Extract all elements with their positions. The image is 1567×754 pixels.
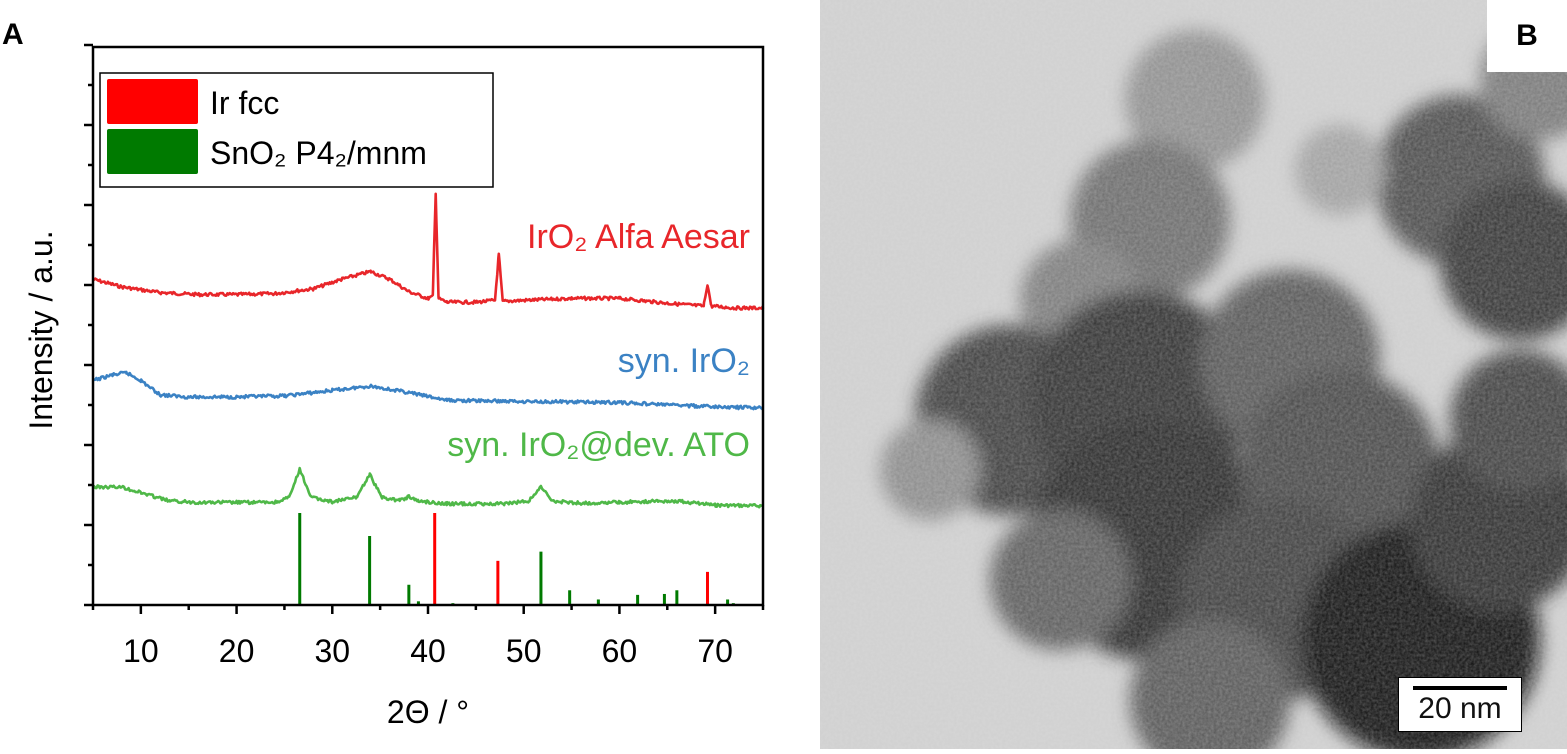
x-tick-label: 50: [506, 633, 542, 669]
y-axis-label: Intensity / a.u.: [23, 230, 59, 429]
x-tick-label: 70: [697, 633, 733, 669]
x-axis-ticks: 10 20 30 40 50 60 70: [91, 605, 765, 669]
x-tick-label: 10: [123, 633, 159, 669]
legend-label-ir-fcc: Ir fcc: [210, 85, 279, 121]
x-tick-label: 30: [314, 633, 350, 669]
curve-label-syn-iro2: syn. IrO₂: [618, 342, 750, 380]
x-tick-label: 60: [602, 633, 638, 669]
tem-noise: [820, 0, 1567, 749]
legend-swatch-sno2: [107, 129, 198, 174]
panel-a-letter: A: [2, 18, 24, 51]
y-axis-ticks: [84, 43, 93, 607]
legend: Ir fcc SnO₂ P4₂/mnm: [99, 72, 494, 188]
scale-bar-label: 20 nm: [1418, 692, 1502, 725]
x-axis-label: 2Θ / °: [387, 694, 469, 730]
reference-patterns: [298, 513, 735, 605]
x-tick-label: 20: [219, 633, 255, 669]
curve-label-syn-iro2-ato: syn. IrO₂@dev. ATO: [447, 426, 750, 464]
tem-micrograph: [820, 0, 1567, 749]
xrd-curve-2: [92, 466, 764, 509]
legend-swatch-ir-fcc: [107, 79, 198, 124]
legend-label-sno2: SnO₂ P4₂/mnm: [210, 135, 427, 171]
panel-b-tem-image: B: [820, 0, 1567, 749]
x-tick-label: 40: [410, 633, 446, 669]
scale-bar-line: [1413, 686, 1507, 690]
xrd-curves: [92, 192, 765, 509]
xrd-plot: 10 20 30 40 50 60 70 2Θ / ° Intensity / a.u. I…: [23, 43, 765, 730]
panel-a-xrd-chart: A 10 20 30 40 50 60 70 2Θ / ° Intensity / a.u.…: [2, 18, 765, 730]
curve-label-iro2-alfa-aesar: IrO₂ Alfa Aesar: [527, 218, 750, 256]
panel-b-letter: B: [1487, 0, 1567, 72]
xrd-curve-0: [92, 192, 765, 311]
xrd-curve-1: [92, 370, 765, 411]
scale-bar: 20 nm: [1398, 677, 1522, 732]
